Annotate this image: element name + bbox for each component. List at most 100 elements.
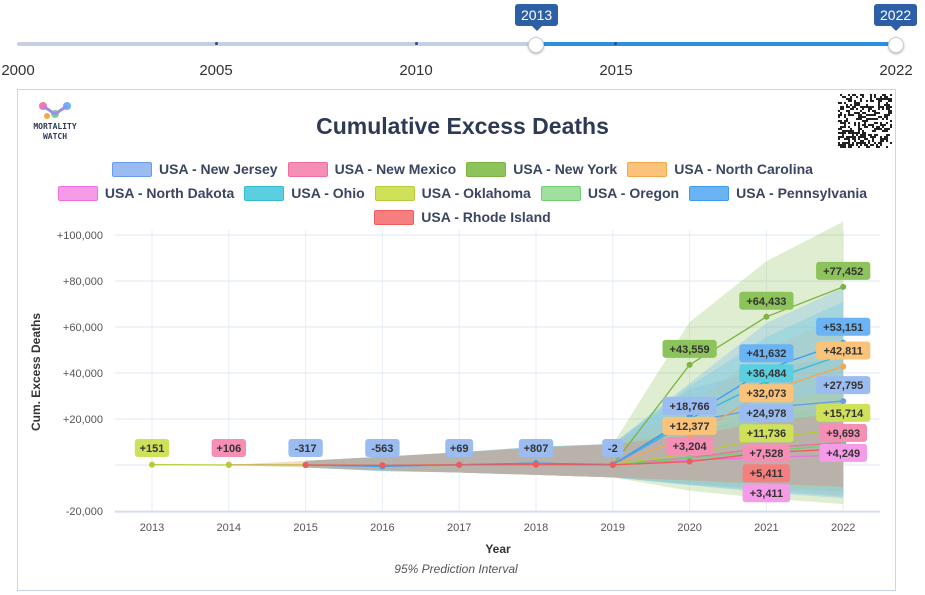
- legend-label: USA - Rhode Island: [421, 209, 551, 225]
- data-point[interactable]: [763, 313, 770, 320]
- mortality-watch-logo: MORTALITY WATCH: [25, 100, 95, 145]
- qr-code[interactable]: [838, 94, 892, 148]
- logo-text: MORTALITY WATCH: [33, 122, 77, 141]
- legend-item[interactable]: USA - Ohio: [244, 185, 365, 201]
- x-tick-label: 2013: [140, 522, 164, 534]
- slider-end-tooltip: 2022: [874, 4, 918, 31]
- y-tick-label: +60,000: [63, 322, 103, 334]
- legend-label: USA - New York: [513, 161, 618, 177]
- legend-item[interactable]: USA - North Carolina: [627, 161, 813, 177]
- logo-icon: [39, 102, 71, 119]
- data-label: +151: [134, 439, 170, 457]
- data-point[interactable]: [840, 363, 847, 370]
- legend-item[interactable]: USA - New Jersey: [112, 161, 278, 177]
- data-point[interactable]: [225, 462, 232, 468]
- legend-row: USA - New Jersey USA - New Mexico USA - Ne…: [0, 161, 925, 177]
- legend-item[interactable]: USA - New York: [466, 161, 617, 177]
- data-label: +18,766: [662, 396, 717, 415]
- legend-item[interactable]: USA - Rhode Island: [374, 209, 551, 225]
- svg-text:-317: -317: [295, 443, 317, 455]
- slider-dot: [415, 42, 418, 45]
- svg-text:-563: -563: [371, 443, 393, 455]
- legend-label: USA - Ohio: [291, 185, 365, 201]
- data-label: -317: [288, 439, 323, 457]
- data-label: +53,151: [816, 317, 871, 336]
- svg-text:+15,714: +15,714: [823, 408, 864, 420]
- data-label: +7,528: [742, 444, 791, 463]
- prediction-band: [305, 407, 844, 488]
- legend-item[interactable]: USA - North Dakota: [57, 185, 234, 201]
- svg-text:+53,151: +53,151: [823, 322, 863, 334]
- data-label: +3,204: [665, 436, 714, 455]
- data-label: +4,249: [819, 443, 867, 462]
- legend-item[interactable]: USA - Pennsylvania: [689, 185, 867, 201]
- slider-dot: [614, 42, 617, 45]
- legend-item[interactable]: USA - Oregon: [540, 185, 679, 201]
- data-label: +36,484: [739, 364, 794, 383]
- data-point[interactable]: [302, 462, 309, 468]
- data-point[interactable]: [533, 461, 539, 468]
- slider-start-tooltip: 2013: [515, 4, 559, 31]
- legend-row: USA - North Dakota USA - Ohio USA - Oklaho…: [0, 185, 925, 201]
- data-label: +32,073: [739, 384, 794, 403]
- y-tick-label: +40,000: [63, 368, 103, 380]
- data-point[interactable]: [686, 458, 693, 465]
- legend-label: USA - New Jersey: [159, 161, 278, 177]
- svg-text:+3,204: +3,204: [673, 441, 708, 453]
- data-label: +69: [445, 439, 474, 457]
- slider-tick: 2010: [399, 62, 433, 79]
- y-tick-label: +20,000: [63, 414, 103, 426]
- data-label: +27,795: [816, 376, 871, 395]
- y-axis-title: Cum. Excess Deaths: [29, 313, 43, 431]
- svg-text:-2: -2: [608, 443, 618, 455]
- legend-item[interactable]: USA - New Mexico: [287, 161, 457, 177]
- data-point[interactable]: [379, 462, 386, 469]
- slider-end-handle[interactable]: [888, 37, 904, 53]
- data-label: +9,693: [819, 423, 867, 442]
- legend-label: USA - Pennsylvania: [736, 185, 868, 201]
- x-tick-label: 2016: [370, 522, 394, 534]
- year-range-slider[interactable]: 2013 2022 2000 2005 2010 2015 2022: [0, 0, 925, 85]
- svg-text:+5,411: +5,411: [750, 468, 783, 480]
- data-point[interactable]: [840, 283, 847, 290]
- prediction-band: [305, 420, 844, 486]
- slider-start-handle[interactable]: [528, 37, 544, 53]
- svg-text:+64,433: +64,433: [746, 296, 786, 308]
- data-label: +77,452: [816, 261, 871, 280]
- data-label: +15,714: [816, 403, 871, 422]
- legend-swatch: [112, 161, 153, 177]
- data-label: -2: [602, 439, 624, 457]
- svg-text:+32,073: +32,073: [746, 388, 786, 400]
- legend-item[interactable]: USA - Oklahoma: [374, 185, 531, 201]
- legend-label: USA - Oklahoma: [421, 185, 531, 201]
- svg-text:+77,452: +77,452: [823, 266, 863, 278]
- prediction-band: [305, 412, 844, 487]
- data-point[interactable]: [456, 461, 463, 468]
- slider-selected-range: [535, 42, 897, 46]
- legend-label: USA - New Mexico: [334, 161, 457, 177]
- slider-tick: 2005: [199, 62, 233, 79]
- legend-swatch: [374, 185, 415, 201]
- data-point[interactable]: [686, 361, 693, 368]
- slider-track[interactable]: [17, 42, 897, 46]
- svg-text:+69: +69: [450, 443, 469, 455]
- data-label: +42,811: [816, 341, 871, 360]
- svg-text:+3,411: +3,411: [750, 488, 783, 500]
- x-tick-label: 2017: [447, 522, 471, 534]
- data-label: +106: [211, 439, 246, 457]
- svg-text:+11,736: +11,736: [747, 428, 786, 440]
- legend-swatch: [374, 209, 415, 225]
- x-tick-label: 2015: [293, 522, 317, 534]
- x-tick-label: 2022: [831, 522, 855, 534]
- x-tick-label: 2021: [754, 522, 778, 534]
- data-label: +12,377: [662, 416, 717, 435]
- legend-swatch: [244, 185, 285, 201]
- data-point[interactable]: [149, 461, 155, 468]
- data-point[interactable]: [609, 461, 616, 468]
- data-point[interactable]: [840, 398, 847, 405]
- y-tick-label: -20,000: [66, 506, 103, 518]
- data-label: +64,433: [739, 291, 794, 310]
- slider-tick: 2000: [1, 62, 35, 79]
- svg-text:+41,632: +41,632: [746, 348, 786, 360]
